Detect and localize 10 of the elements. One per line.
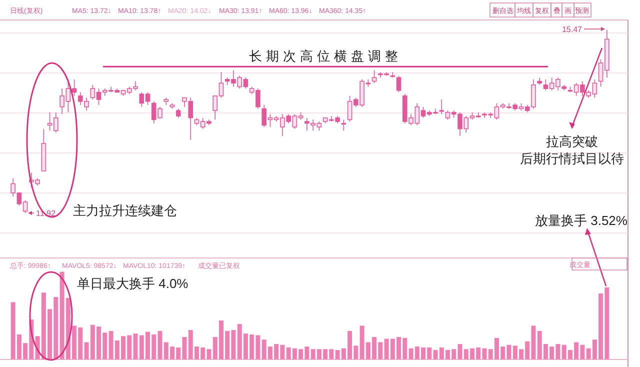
annotation: 15.47: [562, 25, 583, 34]
ref-line-label: 长期次高位横盘调整: [249, 48, 402, 64]
annotation: 放量换手 3.52%: [535, 213, 628, 228]
annotation: 单日最大换手 4.0%: [77, 276, 189, 291]
annotation: 主力拉升连续建仓: [73, 203, 177, 218]
candlestick: [341, 119, 346, 132]
annotation: 后期行情拭目以待: [520, 151, 624, 166]
candlestick: [176, 108, 181, 118]
candlestick: [396, 75, 402, 93]
annotation: 拉高突破: [546, 134, 598, 149]
